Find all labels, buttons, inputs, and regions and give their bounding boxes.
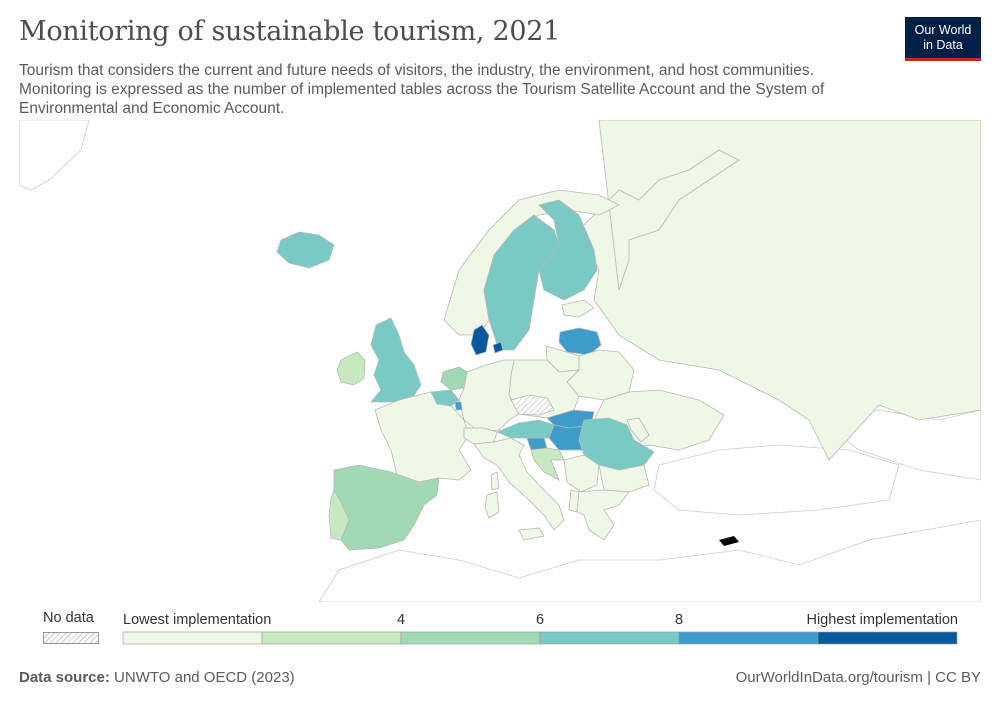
region-denmark[interactable] [470,324,490,356]
region-greece[interactable] [576,489,630,541]
legend-bin-4[interactable] [678,631,819,645]
region-bulgaria[interactable] [598,464,650,493]
region-russia[interactable] [578,120,981,461]
region-serbia[interactable] [563,454,600,493]
legend-bin-1[interactable] [261,631,402,645]
legend-color-scale[interactable]: Lowest implementation 4 6 8 Highest implemen… [110,606,974,648]
region-moldova[interactable] [626,417,650,443]
legend-tick-label-8: 8 [675,612,683,628]
turkey-outline [653,444,900,516]
region-croatia[interactable] [530,447,565,481]
footer-source-label: Data source: [19,669,110,686]
owid-logo[interactable]: Our World in Data [905,17,981,61]
region-sardinia[interactable] [484,491,500,519]
legend-no-data-label: No data [43,610,94,626]
caucasus-outline [818,409,981,481]
region-luxembourg[interactable] [454,401,463,411]
footer-source-text[interactable]: UNWTO and OECD (2023) [114,669,295,686]
greenland-outline [19,120,90,191]
legend-bin-5[interactable] [817,631,958,645]
footer-url[interactable]: OurWorldInData.org/tourism | CC BY [735,669,981,686]
region-portugal[interactable] [328,489,350,541]
legend-high-label: Highest implementation [806,612,958,628]
chart-subtitle: Tourism that considers the current and f… [19,62,825,117]
region-italy[interactable] [473,437,565,531]
legend-no-data-swatch[interactable] [43,632,99,644]
logo-line-1: Our World [914,23,972,37]
region-ireland[interactable] [336,351,366,386]
region-denmark-islands[interactable] [492,341,504,354]
region-france[interactable] [374,391,472,483]
logo-line-2: in Data [923,38,963,52]
region-corsica[interactable] [490,471,500,491]
legend-tick-label-4: 4 [397,612,405,628]
chart-title: Monitoring of sustainable tourism, 2021 [19,16,560,47]
region-czechia[interactable] [510,394,555,416]
region-iceland[interactable] [276,231,335,269]
footer-source: Data source: UNWTO and OECD (2023) [19,669,295,686]
region-sicily[interactable] [518,527,545,541]
legend-bin-3[interactable] [539,631,680,645]
north-africa-outline [318,519,981,602]
region-cyprus [719,536,739,546]
europe-map[interactable] [19,120,981,602]
region-estonia[interactable] [561,299,595,318]
legend-bin-2[interactable] [400,631,541,645]
legend-low-label: Lowest implementation [123,612,271,628]
region-latvia[interactable] [558,327,602,356]
region-finland[interactable] [538,199,598,301]
legend-tick-label-6: 6 [536,612,544,628]
region-netherlands[interactable] [440,366,468,391]
legend-bin-0[interactable] [122,631,263,645]
